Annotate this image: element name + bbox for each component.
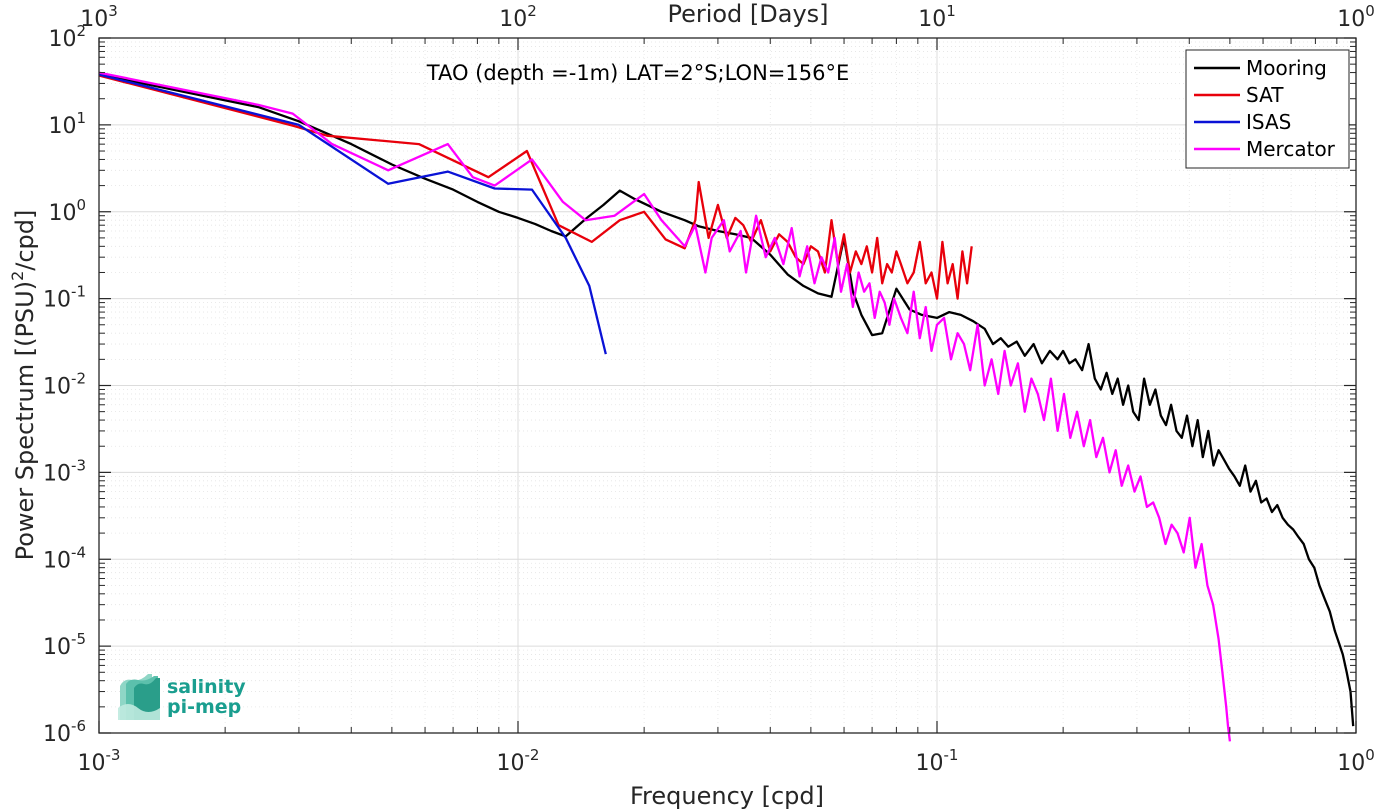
series-line-mercator <box>98 71 1232 742</box>
top-axis-label: Period [Days] <box>667 0 828 28</box>
y-tick-label: 10-4 <box>43 543 86 573</box>
x-tick-label: 10-3 <box>78 746 121 776</box>
y-tick-label: 10-5 <box>43 630 86 660</box>
y-tick-label: 10-6 <box>43 717 86 747</box>
pi-mep-logo: salinity pi-mep <box>118 674 246 720</box>
x-axis-label: Frequency [cpd] <box>630 782 824 809</box>
series-line-mooring <box>98 73 1355 727</box>
top-tick-label: 100 <box>1337 2 1375 32</box>
top-tick-label: 101 <box>918 2 956 32</box>
y-tick-label: 101 <box>48 109 86 139</box>
y-tick-label: 102 <box>48 22 86 52</box>
y-tick-label: 10-1 <box>43 283 86 313</box>
y-tick-label: 10-3 <box>43 456 86 486</box>
y-tick-label: 100 <box>48 196 86 226</box>
x-tick-label: 10-2 <box>497 746 540 776</box>
legend-label-mooring: Mooring <box>1246 56 1327 80</box>
x-tick-label: 10-1 <box>916 746 959 776</box>
y-tick-label: 10-2 <box>43 370 86 400</box>
series-layer <box>98 71 1355 742</box>
series-line-isas <box>98 73 607 355</box>
legend-label-isas: ISAS <box>1246 110 1291 134</box>
legend-label-sat: SAT <box>1246 83 1284 107</box>
legend-label-mercator: Mercator <box>1246 137 1336 161</box>
major-grid <box>98 37 1357 734</box>
chart-title: TAO (depth =-1m) LAT=2°S;LON=156°E <box>426 61 850 85</box>
legend: Mooring SAT ISAS Mercator <box>1185 49 1350 169</box>
minor-grid <box>99 38 1356 733</box>
x-tick-label: 100 <box>1337 746 1375 776</box>
logo-text-salinity: salinity <box>167 676 246 698</box>
series-line-sat <box>98 74 973 300</box>
y-axis-label: Power Spectrum [(PSU)2/cpd] <box>8 210 39 561</box>
logo-text-pi-mep: pi-mep <box>167 696 241 718</box>
salinity-wave-icon <box>118 674 160 720</box>
top-tick-label: 103 <box>80 2 118 32</box>
top-tick-label: 102 <box>499 2 537 32</box>
